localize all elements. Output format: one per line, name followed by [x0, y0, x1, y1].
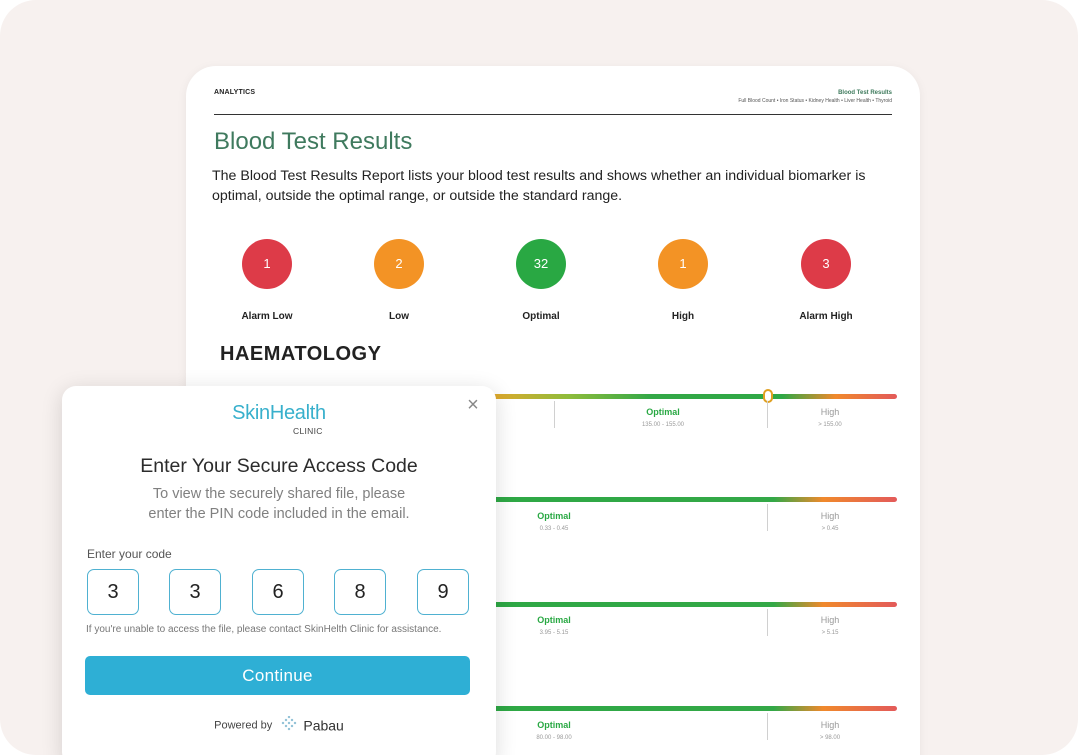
biomarker-range-row: Optimal 80.00 - 98.00 High > 98.00 — [186, 706, 920, 746]
pin-digit-input-5[interactable]: 9 — [417, 569, 469, 615]
report-section-label: ANALYTICS — [214, 89, 256, 96]
summary-count-badge: 2 — [374, 239, 424, 289]
code-field-label: Enter your code — [87, 547, 172, 561]
summary-alarm-low: 1 Alarm Low — [207, 239, 327, 322]
summary-count-badge: 32 — [516, 239, 566, 289]
summary-label: Low — [389, 311, 409, 322]
pin-digit-input-1[interactable]: 3 — [87, 569, 139, 615]
help-text: If you're unable to access the file, ple… — [86, 624, 442, 635]
biomarker-range-row: Optimal 135.00 - 155.00 High > 155.00 — [186, 389, 920, 434]
high-label: High — [820, 511, 840, 521]
modal-description: To view the securely shared file, please… — [62, 484, 496, 524]
modal-title: Enter Your Secure Access Code — [140, 455, 418, 477]
range-bar — [486, 497, 897, 502]
biomarker-range-row: Optimal 3.95 - 5.15 High > 5.15 — [186, 602, 920, 642]
summary-alarm-high: 3 Alarm High — [766, 239, 886, 322]
range-bar — [486, 394, 897, 399]
report-doc-subtitle: Full Blood Count • Iron Status • Kidney … — [738, 98, 892, 104]
pin-digit-input-2[interactable]: 3 — [169, 569, 221, 615]
summary-label: Alarm Low — [241, 311, 293, 322]
optimal-label: Optimal — [537, 720, 571, 730]
section-title-haematology: HAEMATOLOGY — [220, 343, 382, 365]
optimal-label: Optimal — [537, 615, 571, 625]
summary-high: 1 High — [623, 239, 743, 322]
report-header: ANALYTICS Blood Test Results Full Blood … — [214, 88, 892, 115]
high-label: High — [820, 407, 840, 417]
optimal-label: Optimal — [537, 511, 571, 521]
modal-description-line: enter the PIN code included in the email… — [148, 506, 410, 522]
report-description: The Blood Test Results Report lists your… — [212, 168, 866, 204]
pin-digit-input-4[interactable]: 8 — [334, 569, 386, 615]
summary-optimal: 32 Optimal — [481, 239, 601, 322]
summary-count-badge: 3 — [801, 239, 851, 289]
range-divider — [767, 401, 768, 428]
close-icon[interactable]: × — [467, 394, 479, 416]
powered-by: Powered by Pabau — [62, 715, 496, 735]
report-title: Blood Test Results — [214, 128, 413, 155]
summary-count-badge: 1 — [658, 239, 708, 289]
high-range: > 98.00 — [819, 735, 841, 741]
results-summary: 1 Alarm Low 2 Low 32 Optimal 1 High 3 Al… — [186, 239, 920, 329]
pabau-logo-icon — [281, 715, 297, 735]
powered-by-label: Powered by — [214, 719, 273, 732]
result-marker — [763, 389, 773, 403]
logo-wordmark: SkinHealth — [232, 402, 326, 424]
high-range: > 155.00 — [818, 422, 842, 428]
pin-digit-input-3[interactable]: 6 — [252, 569, 304, 615]
summary-low: 2 Low — [339, 239, 459, 322]
range-divider — [554, 401, 555, 428]
high-range: > 5.15 — [821, 630, 839, 636]
powered-by-brand: Pabau — [303, 717, 344, 734]
modal-description-line: To view the securely shared file, please — [152, 486, 406, 502]
high-range: > 0.45 — [821, 526, 839, 532]
biomarker-range-row: Optimal 0.33 - 0.45 High > 0.45 — [186, 497, 920, 537]
summary-label: Optimal — [522, 311, 560, 322]
range-bar — [486, 706, 897, 711]
summary-label: High — [671, 311, 695, 322]
range-divider — [767, 713, 768, 740]
continue-button[interactable]: Continue — [85, 656, 470, 695]
summary-label: Alarm High — [799, 311, 853, 322]
optimal-range: 135.00 - 155.00 — [641, 422, 685, 428]
optimal-range: 0.33 - 0.45 — [539, 526, 569, 532]
report-doc-title: Blood Test Results — [838, 90, 892, 96]
optimal-range: 80.00 - 98.00 — [536, 735, 572, 741]
high-label: High — [820, 720, 840, 730]
range-divider — [767, 609, 768, 636]
clinic-logo: SkinHealth CLINIC — [62, 402, 496, 436]
range-bar — [486, 602, 897, 607]
range-divider — [767, 504, 768, 531]
logo-subtext: CLINIC — [293, 426, 323, 436]
high-label: High — [820, 615, 840, 625]
summary-count-badge: 1 — [242, 239, 292, 289]
optimal-label: Optimal — [646, 407, 680, 417]
access-code-modal: × SkinHealth CLINIC Enter Your Secure Ac… — [62, 386, 496, 755]
optimal-range: 3.95 - 5.15 — [539, 630, 569, 636]
